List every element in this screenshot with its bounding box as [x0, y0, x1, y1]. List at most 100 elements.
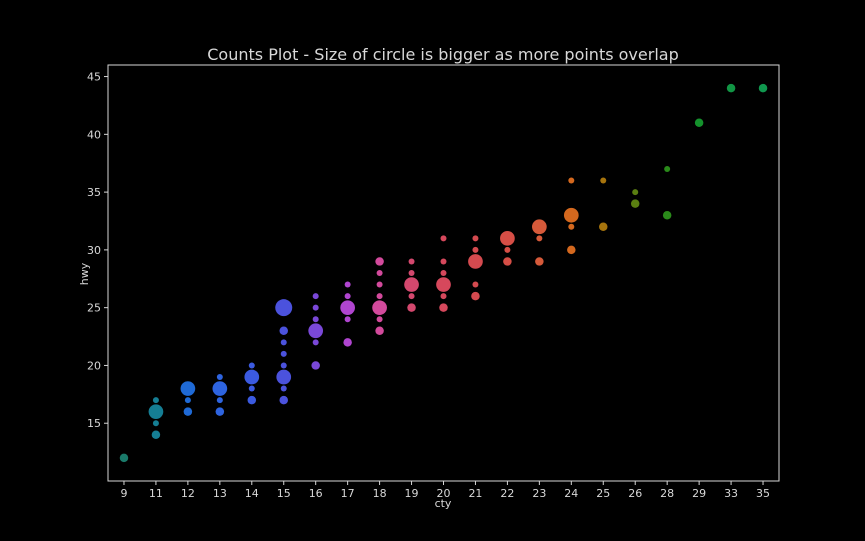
- scatter-point: [407, 303, 416, 312]
- scatter-point: [344, 316, 351, 323]
- scatter-point: [248, 385, 255, 392]
- y-tick-label: 30: [87, 244, 101, 257]
- x-tick-label: 33: [724, 487, 738, 500]
- scatter-point: [308, 323, 324, 339]
- scatter-point: [340, 300, 355, 316]
- scatter-point: [440, 258, 447, 265]
- scatter-point: [276, 369, 292, 385]
- scatter-point: [439, 303, 448, 312]
- scatter-point: [312, 316, 319, 323]
- scatter-point: [408, 270, 415, 276]
- scatter-point: [504, 246, 511, 253]
- x-tick-label: 25: [596, 487, 610, 500]
- scatter-point: [212, 381, 228, 396]
- x-tick-label: 21: [468, 487, 482, 500]
- scatter-point: [248, 362, 255, 369]
- scatter-point: [664, 166, 671, 172]
- scatter-point: [216, 397, 223, 404]
- scatter-point: [216, 374, 223, 380]
- scatter-point: [280, 385, 287, 392]
- scatter-point: [344, 293, 351, 300]
- scatter-point: [279, 395, 288, 405]
- x-tick-label: 17: [341, 487, 355, 500]
- scatter-point: [567, 245, 576, 255]
- scatter-point: [726, 83, 736, 93]
- x-tick-label: 11: [149, 487, 163, 500]
- scatter-point: [275, 299, 293, 317]
- scatter-point: [563, 207, 579, 223]
- x-tick-label: 16: [309, 487, 323, 500]
- points-layer: [119, 83, 768, 463]
- x-tick-label: 35: [756, 487, 770, 500]
- scatter-point: [280, 339, 287, 346]
- x-axis-label: cty: [435, 497, 452, 510]
- scatter-point: [404, 277, 419, 292]
- scatter-point: [247, 395, 257, 405]
- scatter-point: [632, 189, 639, 196]
- scatter-point: [148, 404, 164, 420]
- scatter-point: [376, 293, 383, 300]
- scatter-point: [312, 339, 319, 346]
- x-tick-label: 29: [692, 487, 706, 500]
- scatter-point: [280, 350, 287, 357]
- scatter-point: [694, 118, 704, 128]
- x-tick-label: 19: [405, 487, 419, 500]
- scatter-point: [600, 177, 607, 184]
- scatter-point: [758, 83, 768, 93]
- scatter-point: [440, 235, 447, 242]
- x-tick-label: 14: [245, 487, 259, 500]
- scatter-point: [662, 210, 672, 220]
- scatter-point: [372, 300, 387, 316]
- scatter-point: [343, 338, 352, 347]
- scatter-point: [376, 281, 383, 288]
- chart-title: Counts Plot - Size of circle is bigger a…: [207, 45, 678, 64]
- scatter-point: [472, 235, 479, 242]
- y-tick-label: 25: [87, 302, 101, 315]
- x-tick-label: 23: [532, 487, 546, 500]
- x-tick-label: 12: [181, 487, 195, 500]
- scatter-point: [119, 453, 129, 463]
- y-tick-label: 20: [87, 359, 101, 372]
- y-axis-ticks: 15 20 25 30 35 40 45: [87, 71, 108, 430]
- scatter-point: [568, 177, 575, 184]
- scatter-point: [532, 219, 547, 235]
- scatter-point: [312, 293, 319, 300]
- scatter-point: [280, 362, 287, 369]
- scatter-point: [440, 293, 447, 300]
- scatter-point: [215, 407, 225, 416]
- x-tick-label: 20: [437, 487, 451, 500]
- x-tick-label: 22: [500, 487, 514, 500]
- x-tick-label: 24: [564, 487, 578, 500]
- scatter-point: [152, 420, 159, 427]
- scatter-point: [375, 257, 384, 266]
- scatter-point: [503, 257, 512, 266]
- x-tick-label: 28: [660, 487, 674, 500]
- scatter-point: [180, 381, 196, 396]
- scatter-point: [184, 397, 191, 404]
- x-tick-label: 18: [373, 487, 387, 500]
- scatter-point: [376, 270, 383, 276]
- scatter-point: [408, 258, 415, 265]
- x-tick-label: 26: [628, 487, 642, 500]
- y-tick-label: 15: [87, 417, 101, 430]
- scatter-point: [436, 277, 451, 292]
- x-tick-label: 13: [213, 487, 227, 500]
- scatter-point: [599, 222, 608, 232]
- scatter-point: [151, 430, 161, 440]
- x-tick-label: 9: [120, 487, 127, 500]
- scatter-point: [440, 270, 447, 276]
- scatter-point: [536, 235, 543, 242]
- y-axis-label: hwy: [78, 262, 91, 285]
- scatter-point: [471, 291, 480, 301]
- scatter-point: [472, 246, 479, 253]
- scatter-point: [152, 397, 159, 404]
- y-tick-label: 40: [87, 128, 101, 141]
- scatter-point: [500, 230, 515, 246]
- scatter-point: [279, 326, 288, 336]
- x-tick-label: 15: [277, 487, 291, 500]
- scatter-point: [408, 293, 415, 300]
- scatter-point: [472, 281, 479, 288]
- scatter-point: [568, 223, 575, 230]
- x-axis-ticks: 9 11 12 13 14 15 16 17 18 19 20 21 22 23 24 25 26 28 29 33 3…: [120, 481, 770, 500]
